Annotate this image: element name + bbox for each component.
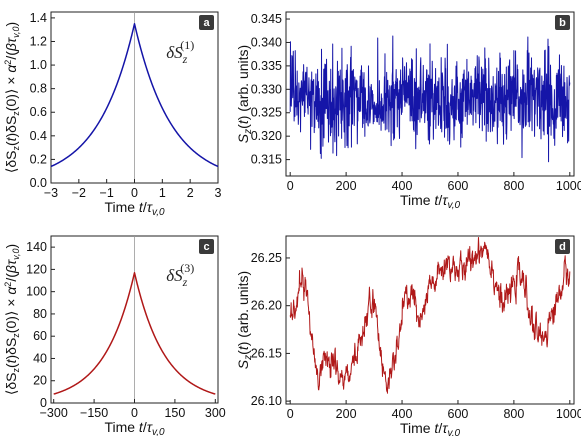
chart-panel-c: −300 −150 0 150 300 0 20 40 60 80 100 120 140 c δSz(3)…: [3, 235, 226, 436]
y-tick-label: 140: [26, 240, 47, 254]
series-line-d: [289, 236, 571, 394]
y-axis-label: ⟨δSz(t)δSz(0)⟩ × α2/(βτv,0): [3, 244, 21, 395]
curve-label: δSz(3): [166, 261, 194, 289]
x-tick-label: −2: [72, 186, 86, 200]
y-tick-label: 100: [26, 285, 47, 299]
x-tick-label: 0: [287, 407, 294, 421]
panel-badge: [199, 239, 214, 254]
y-tick-label: 1.0: [30, 58, 47, 72]
x-tick-label: 200: [336, 179, 357, 193]
x-tick-label: 300: [205, 406, 226, 420]
y-tick-label: 0.320: [251, 129, 282, 143]
series-line-c: [53, 271, 216, 395]
y-tick-label: 0.2: [30, 152, 47, 166]
y-tick-label: 0.315: [251, 153, 282, 167]
y-tick-label: 0.8: [30, 82, 47, 96]
x-tick-label: 0: [131, 406, 138, 420]
y-tick-label: 0.330: [251, 82, 282, 96]
x-tick-label: −1: [100, 186, 114, 200]
x-tick-label: −3: [44, 186, 58, 200]
y-tick-label: 60: [33, 329, 47, 343]
x-tick-label: 800: [503, 179, 524, 193]
x-tick-label: 1000: [556, 407, 581, 421]
plot-frame: [285, 235, 575, 405]
y-tick-label: 26.20: [251, 299, 282, 313]
x-tick-label: 0: [287, 179, 294, 193]
y-tick-label: 120: [26, 262, 47, 276]
x-tick-label: 1: [159, 186, 166, 200]
x-tick-label: −300: [40, 406, 68, 420]
plot-frame: [285, 11, 575, 177]
panel-badge-label: b: [559, 17, 566, 29]
y-tick-label: 1.2: [30, 34, 47, 48]
y-tick-label: 0.340: [251, 35, 282, 49]
y-tick-label: 0.335: [251, 59, 282, 73]
y-tick-label: 0.325: [251, 106, 282, 120]
x-tick-label: 0: [131, 186, 138, 200]
panel-badge-label: d: [559, 241, 566, 253]
y-tick-label: 0.345: [251, 12, 282, 26]
x-axis-label: Time t/τv,0: [400, 420, 461, 436]
y-tick-label: 40: [33, 351, 47, 365]
panel-badge: [555, 239, 570, 254]
x-axis-label: Time t/τv,0: [104, 199, 165, 218]
x-axis-label: Time t/τv,0: [104, 419, 165, 436]
curve-label: δSz(1): [166, 38, 194, 66]
x-tick-label: 1000: [556, 179, 581, 193]
x-tick-label: 2: [187, 186, 194, 200]
x-tick-label: −150: [80, 406, 108, 420]
y-tick-label: 80: [33, 307, 47, 321]
x-axis-label: Time t/τv,0: [400, 192, 461, 211]
y-tick-label: 20: [33, 374, 47, 388]
x-tick-label: 200: [336, 407, 357, 421]
y-tick-label: 1.4: [30, 11, 47, 25]
x-tick-label: 150: [164, 406, 185, 420]
x-tick-label: 600: [448, 179, 469, 193]
series-line-b: [289, 35, 571, 163]
y-tick-label: 0.0: [30, 176, 47, 190]
y-axis-label: Sz(t) (arb. units): [235, 271, 254, 369]
x-tick-label: 400: [392, 179, 413, 193]
panel-badge: [199, 15, 214, 30]
panel-badge-label: c: [203, 241, 209, 253]
chart-panel-a: −3 −2 −1 0 1 2 3 0.0 0.2 0.4 0.6 0.8 1.0 1.2 1.4 a δSz(1…: [3, 11, 222, 218]
y-tick-label: 0.6: [30, 105, 47, 119]
y-axis-label: ⟨δSz(t)δSz(0)⟩ × α2/(βτv,0): [3, 22, 21, 173]
series-line-a: [50, 23, 219, 168]
x-tick-label: 3: [215, 186, 222, 200]
y-tick-label: 26.10: [251, 394, 282, 408]
y-tick-label: 0.4: [30, 129, 47, 143]
chart-panel-b: 0 200 400 600 800 1000 0.315 0.320 0.325 0.330 0.3…: [235, 11, 581, 211]
chart-panel-d: 0 200 400 600 800 1000 26.10 26.15 26.20 26.25 d Ti…: [235, 235, 581, 436]
panel-badge: [555, 15, 570, 30]
x-tick-label: 400: [392, 407, 413, 421]
y-tick-label: 0: [40, 396, 47, 410]
x-tick-label: 800: [503, 407, 524, 421]
y-tick-label: 26.15: [251, 346, 282, 360]
x-tick-label: 600: [448, 407, 469, 421]
panel-badge-label: a: [203, 17, 210, 29]
y-axis-label: Sz(t) (arb. units): [235, 45, 254, 143]
y-tick-label: 26.25: [251, 251, 282, 265]
